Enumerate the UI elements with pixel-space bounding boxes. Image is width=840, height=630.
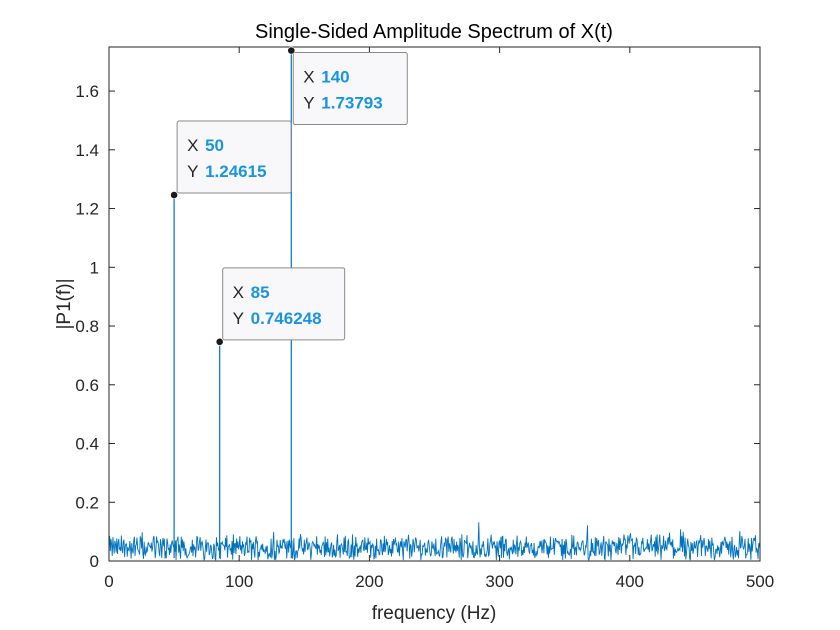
datatip-x-value: 50 xyxy=(205,136,224,155)
datatip-x-key: X xyxy=(233,283,244,302)
datatip-box xyxy=(292,52,408,126)
datatip-y-key: Y xyxy=(233,309,244,328)
y-tick-label: 1.6 xyxy=(75,82,99,101)
x-tick-label: 0 xyxy=(104,572,113,591)
datatips: X 50 Y 1.24615 X 85 Y 0.746248 X 140 Y 1.73793 xyxy=(170,46,408,346)
datatip-x-value: 85 xyxy=(251,283,270,302)
axes-box xyxy=(108,46,761,562)
y-tick-label: 1.4 xyxy=(75,141,99,160)
x-tick-label: 100 xyxy=(225,572,253,591)
y-tick-label: 1.2 xyxy=(75,200,99,219)
datatip-box xyxy=(176,120,292,194)
y-tick-label: 0.2 xyxy=(75,493,99,512)
datatip[interactable]: X 140 Y 1.73793 xyxy=(287,46,408,126)
x-tick-label: 400 xyxy=(616,572,644,591)
spectrum-series xyxy=(108,522,761,562)
datatip-marker xyxy=(287,46,296,55)
y-tick-label: 0 xyxy=(90,552,99,571)
x-axis-ticks: 0 100 200 300 400 500 xyxy=(104,47,774,591)
y-tick-label: 1 xyxy=(90,258,99,277)
datatip-y-key: Y xyxy=(187,162,198,181)
datatip-y-key: Y xyxy=(303,94,314,113)
datatip-x-key: X xyxy=(303,68,314,87)
y-tick-label: 0.8 xyxy=(75,317,99,336)
y-tick-label: 0.6 xyxy=(75,376,99,395)
datatip-y-value: 1.73793 xyxy=(321,94,382,113)
x-tick-label: 200 xyxy=(355,572,383,591)
y-axis-ticks: 0 0.2 0.4 0.6 0.8 1 1.2 1.4 1.6 xyxy=(75,82,760,571)
datatip-y-value: 1.24615 xyxy=(205,162,266,181)
datatip-marker xyxy=(215,337,224,346)
datatip-box xyxy=(222,267,346,341)
y-tick-label: 0.4 xyxy=(75,435,99,454)
datatip-x-value: 140 xyxy=(321,68,349,87)
datatip-marker xyxy=(170,191,178,199)
datatip-y-value: 0.746248 xyxy=(251,309,322,328)
x-axis-label: frequency (Hz) xyxy=(372,603,497,624)
datatip[interactable]: X 50 Y 1.24615 xyxy=(170,120,292,199)
x-tick-label: 300 xyxy=(485,572,513,591)
chart-title: Single-Sided Amplitude Spectrum of X(t) xyxy=(255,21,613,43)
y-axis-label: |P1(f)| xyxy=(54,278,75,329)
datatip[interactable]: X 85 Y 0.746248 xyxy=(215,267,346,346)
spectrum-line xyxy=(108,522,761,562)
datatip-x-key: X xyxy=(187,136,198,155)
x-tick-label: 500 xyxy=(746,572,774,591)
